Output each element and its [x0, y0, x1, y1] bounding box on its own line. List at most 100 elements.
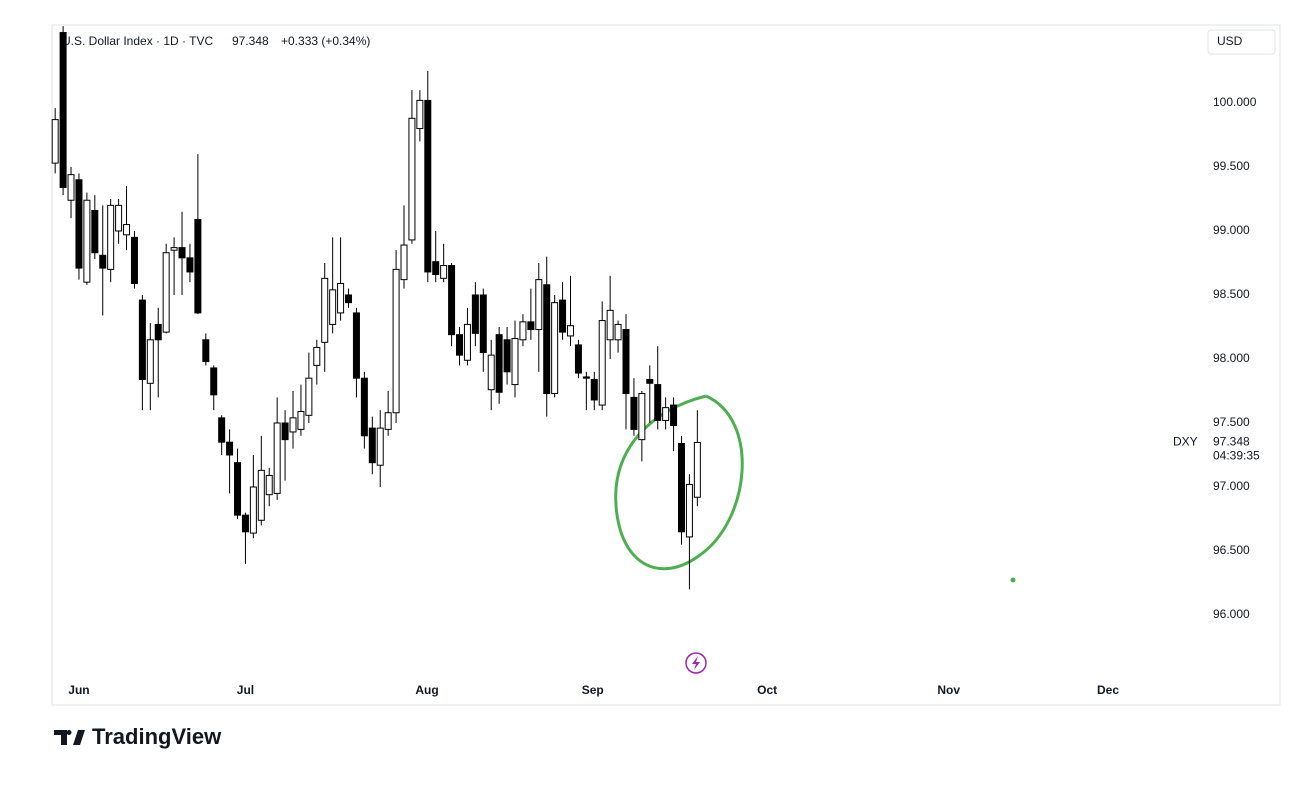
candle-body	[384, 412, 392, 430]
candle-body	[234, 462, 242, 516]
candle-body	[519, 321, 527, 341]
candle-body	[352, 312, 360, 379]
candle-body	[51, 119, 59, 164]
candle-body	[662, 407, 670, 421]
logo-mark	[54, 730, 85, 745]
x-tick-label: Dec	[1097, 683, 1119, 697]
candle-body	[321, 277, 329, 343]
candle-body	[337, 282, 345, 314]
y-tick-label: 99.500	[1213, 159, 1250, 173]
x-tick-label: Jul	[237, 683, 254, 697]
candle-body	[527, 321, 535, 331]
candle-body	[487, 354, 495, 391]
candle-body	[693, 441, 701, 498]
candle-body	[424, 99, 432, 273]
candle-body	[91, 209, 99, 254]
candle-body	[677, 442, 685, 533]
candle-body	[67, 174, 75, 201]
event-bolt[interactable]	[692, 656, 700, 670]
candle-body	[408, 117, 416, 241]
candle-body	[630, 396, 638, 430]
candle-body	[400, 244, 408, 281]
candle-body	[115, 204, 123, 232]
candle-body	[463, 323, 471, 361]
candle-body	[416, 99, 424, 130]
candle-body	[654, 384, 662, 421]
candle-body	[360, 377, 368, 437]
candle-body	[99, 254, 107, 269]
candle-body	[440, 265, 448, 279]
y-tick-label: 98.500	[1213, 287, 1250, 301]
candle-body	[638, 393, 646, 441]
plot-frame	[51, 24, 1281, 706]
candle-body	[123, 224, 131, 236]
candle-body	[456, 334, 464, 356]
candle-body	[170, 247, 178, 251]
candle-body	[162, 252, 170, 333]
header-price: 97.348	[232, 34, 269, 48]
candle-body	[186, 257, 194, 273]
x-tick-label: Sep	[582, 683, 604, 697]
candle-body	[559, 299, 567, 333]
legend: U.S. Dollar Index · 1D · TVC 97.348 +0.3…	[62, 34, 370, 48]
candle-body	[448, 265, 456, 336]
event-icon[interactable]	[685, 652, 707, 674]
candle-body	[614, 323, 622, 341]
y-tick-label: 99.000	[1213, 223, 1250, 237]
candle-body	[503, 339, 511, 373]
brand: TradingView	[92, 724, 222, 749]
candle-body	[590, 378, 598, 401]
candle-body	[376, 427, 384, 466]
candle-body	[138, 299, 146, 380]
currency-box[interactable]	[1207, 29, 1276, 55]
candle-body	[511, 338, 519, 386]
candle-body	[178, 247, 186, 259]
annotation-ellipse	[614, 394, 744, 571]
candle-body	[226, 441, 234, 456]
y-tick-label: 96.000	[1213, 607, 1250, 621]
candle-body	[130, 236, 138, 284]
y-tick-label: 96.500	[1213, 543, 1250, 557]
last-price-label: 97.348	[1213, 435, 1250, 449]
candle-body	[567, 325, 575, 337]
candle-body	[313, 346, 321, 366]
symbol-label: DXY	[1173, 435, 1198, 449]
candle-body	[241, 514, 249, 533]
annotation-dot	[1010, 577, 1016, 583]
candle-body	[194, 218, 202, 314]
x-tick-label: Nov	[937, 683, 960, 697]
candle-body	[392, 268, 400, 414]
candle-body	[59, 32, 67, 188]
candle-body	[535, 279, 543, 331]
candle-body	[146, 339, 154, 384]
candle-body	[471, 294, 479, 334]
candle-body	[622, 329, 630, 395]
candle-body	[329, 289, 337, 325]
candle-body	[432, 261, 440, 275]
candle-body	[479, 294, 487, 354]
candle-body	[368, 427, 376, 464]
candle-body	[265, 474, 273, 496]
candle-body	[551, 302, 559, 395]
header-change: +0.333 (+0.34%)	[281, 34, 370, 48]
logo: TradingView	[54, 724, 222, 749]
candle-body	[75, 179, 83, 269]
x-tick-label: Jun	[68, 683, 89, 697]
candle-body	[598, 320, 606, 406]
currency[interactable]: USD	[1217, 34, 1243, 48]
x-tick-label: Oct	[757, 683, 777, 697]
y-tick-label: 97.000	[1213, 479, 1250, 493]
candle-body	[202, 339, 210, 363]
candle-body	[218, 417, 226, 443]
candle-body	[582, 376, 590, 379]
candle-body	[297, 410, 305, 430]
candle-body	[249, 486, 257, 534]
candle-body	[83, 199, 91, 283]
candle-body	[154, 323, 162, 341]
candle-body	[305, 377, 313, 416]
candle-body	[281, 422, 289, 441]
chart-title: U.S. Dollar Index · 1D · TVC	[62, 34, 213, 48]
candle-body	[495, 334, 503, 393]
candle-body	[273, 422, 281, 494]
